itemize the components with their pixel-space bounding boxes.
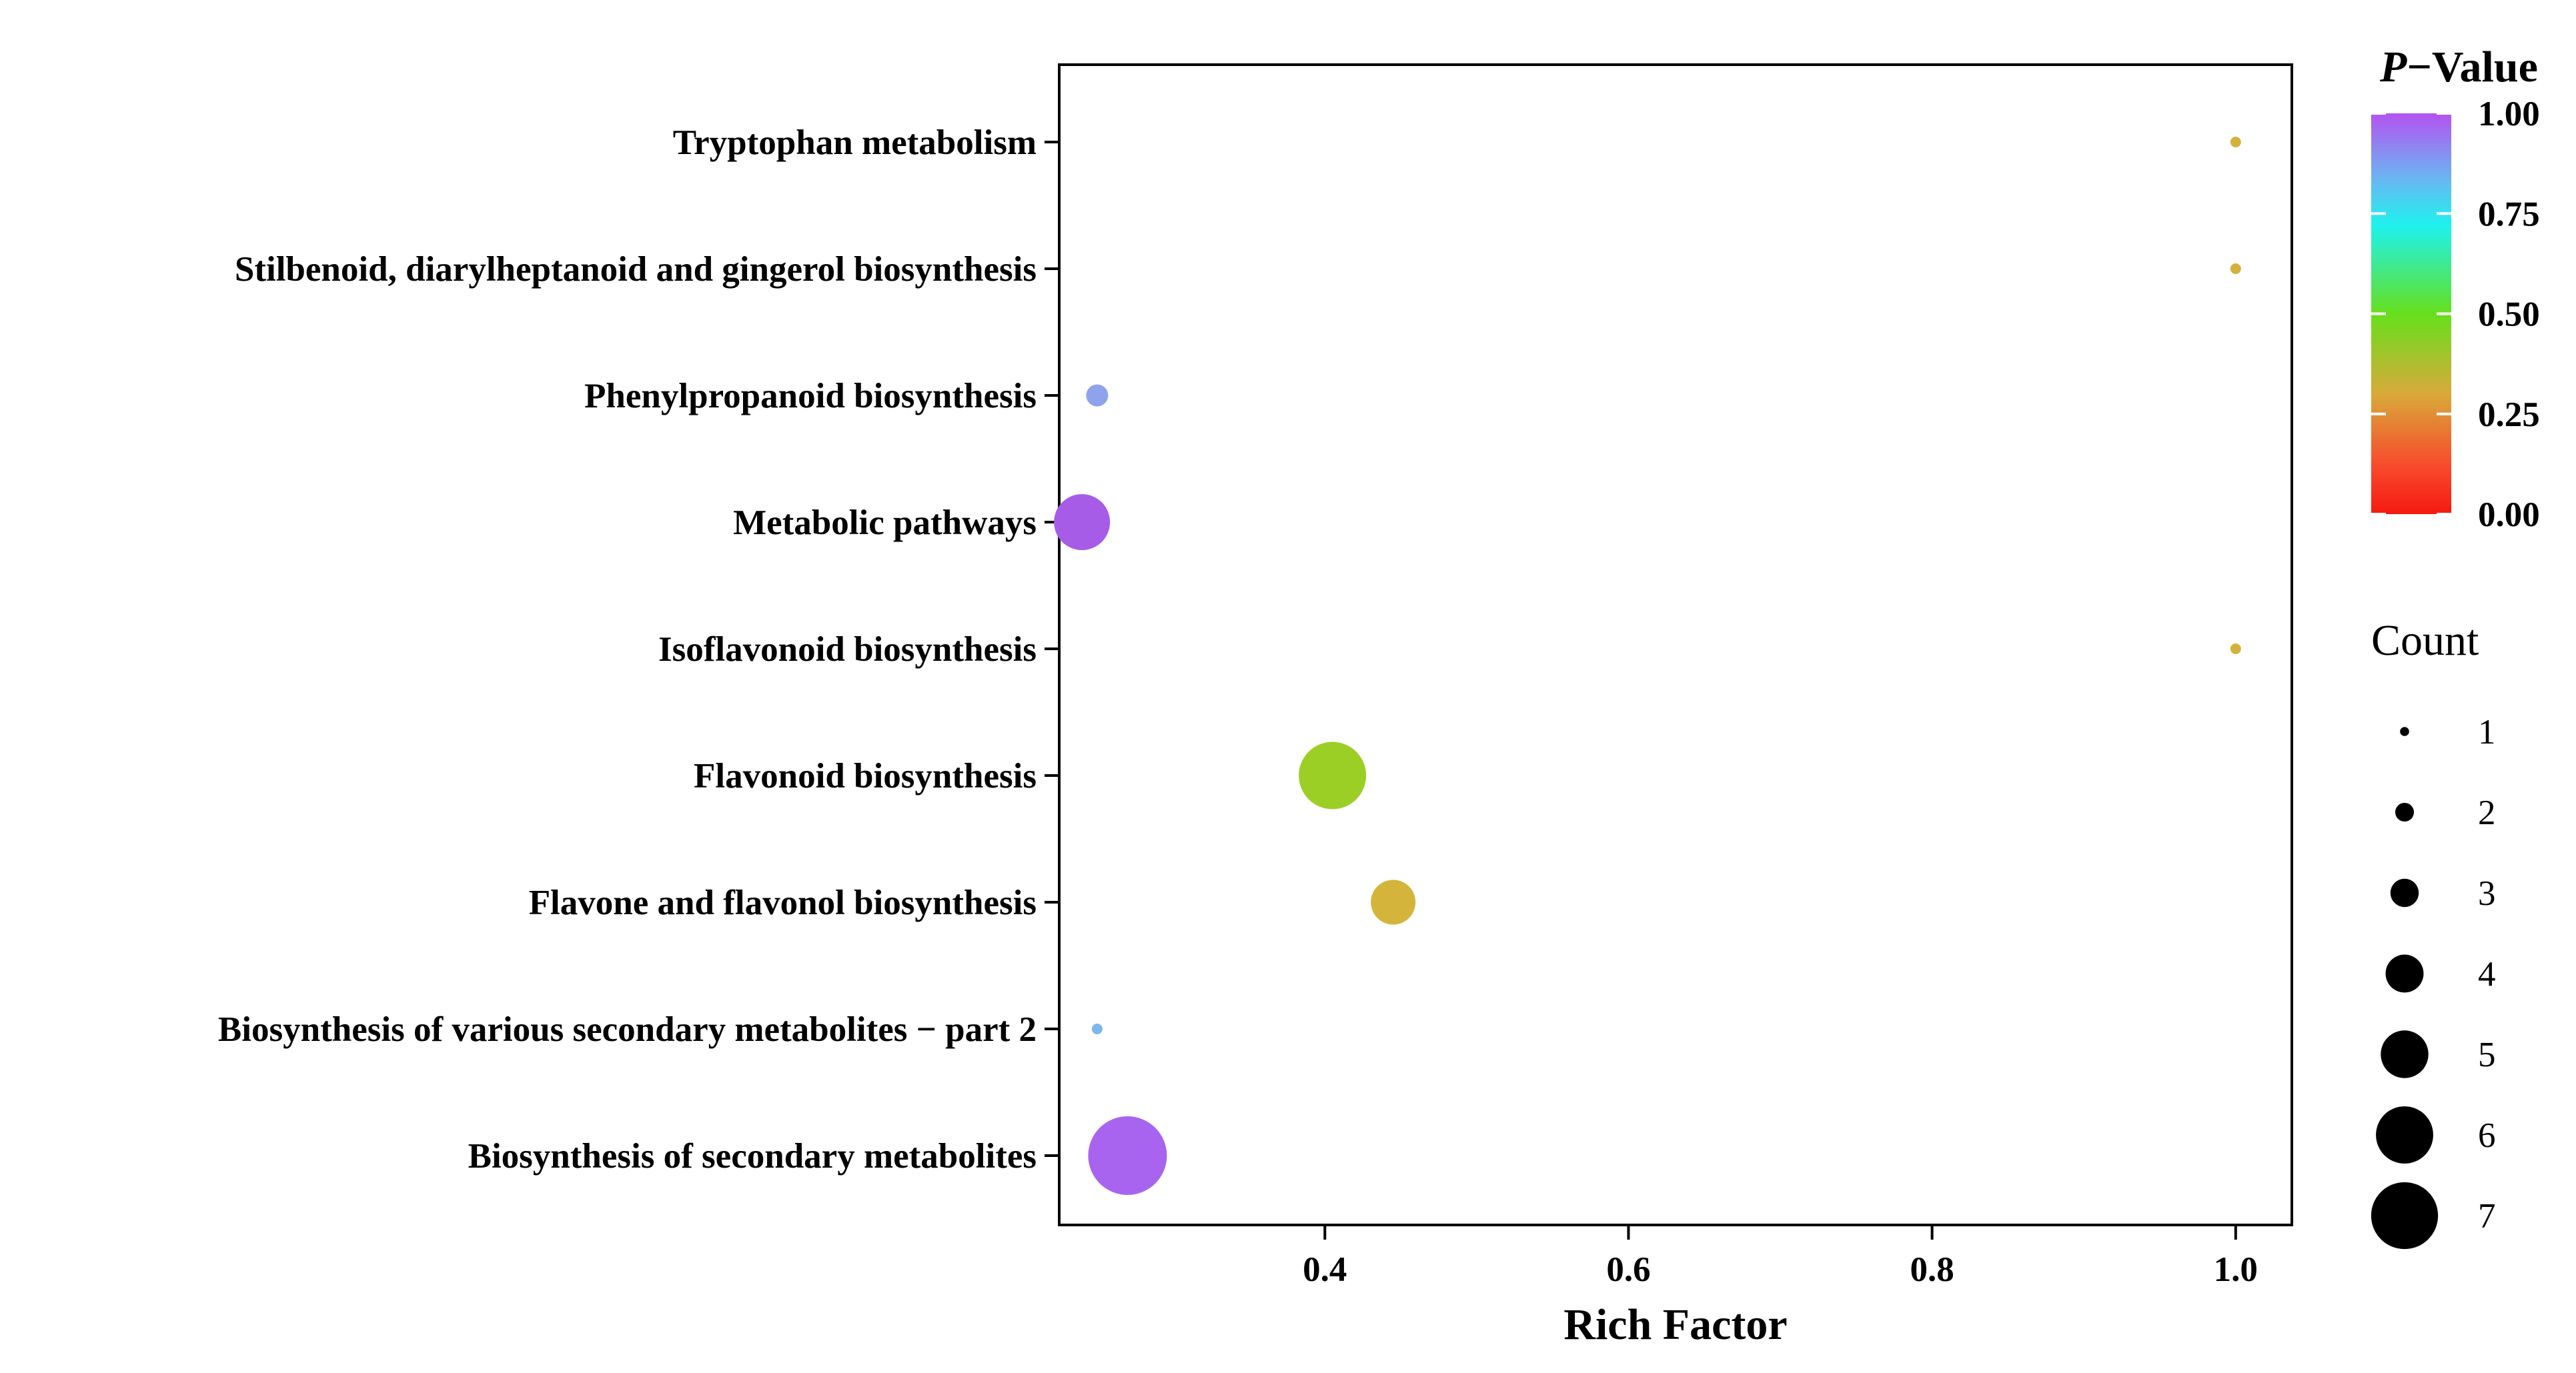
data-point — [1091, 1024, 1103, 1034]
x-tick-label: 1.0 — [2214, 1250, 2258, 1289]
y-tick-label: Tryptophan metabolism — [673, 123, 1037, 162]
x-tick-label: 0.4 — [1303, 1250, 1347, 1289]
data-point — [1088, 1116, 1167, 1195]
x-axis-title: Rich Factor — [1563, 1300, 1787, 1349]
y-tick-label: Biosynthesis of secondary metabolites — [468, 1137, 1037, 1176]
y-tick-label: Biosynthesis of various secondary metabo… — [218, 1010, 1037, 1049]
count-legend-dot — [2390, 878, 2419, 908]
p-value-title-rest: −Value — [2407, 43, 2538, 91]
y-tick-label: Metabolic pathways — [733, 503, 1037, 542]
colorbar-tick-label: 0.00 — [2478, 495, 2540, 534]
count-legend-title: Count — [2371, 616, 2479, 665]
p-value-title-italic: P — [2379, 43, 2407, 91]
plot-panel — [1058, 63, 2293, 1226]
count-legend: Count 1 2 3 4 5 6 7 — [2371, 616, 2496, 1250]
colorbar-tick-label: 1.00 — [2478, 95, 2540, 133]
p-value-legend-title: P−Value — [2379, 43, 2538, 91]
count-legend-label: 1 — [2478, 713, 2496, 752]
data-point — [2230, 263, 2241, 274]
count-legend-dot — [2371, 1182, 2439, 1250]
count-legend-dot — [2395, 802, 2415, 822]
count-legend-label: 6 — [2478, 1116, 2496, 1155]
x-axis: 0.4 0.6 0.8 1.0 — [1303, 1225, 2258, 1289]
count-legend-dot — [2376, 1106, 2433, 1164]
count-legend-label: 3 — [2478, 874, 2496, 913]
y-tick-label: Isoflavonoid biosynthesis — [658, 630, 1037, 669]
y-tick-label: Stilbenoid, diarylheptanoid and gingerol… — [235, 250, 1037, 289]
y-tick-label: Flavonoid biosynthesis — [694, 757, 1037, 796]
data-point — [2230, 643, 2241, 654]
colorbar-tick-label: 0.25 — [2478, 395, 2540, 434]
x-tick-label: 0.6 — [1606, 1250, 1650, 1289]
x-tick-label: 0.8 — [1910, 1250, 1954, 1289]
y-tick-label: Phenylpropanoid biosynthesis — [584, 377, 1037, 415]
count-legend-dot — [2385, 954, 2424, 993]
data-point — [2230, 137, 2241, 147]
data-point — [1054, 494, 1111, 550]
data-point — [1086, 384, 1109, 407]
count-legend-dot — [2381, 1030, 2429, 1078]
count-legend-label: 2 — [2478, 794, 2496, 832]
count-legend-dot — [2400, 727, 2409, 736]
colorbar-tick-label: 0.75 — [2478, 195, 2540, 233]
colorbar-tick-label: 0.50 — [2478, 295, 2540, 334]
data-point — [1371, 880, 1416, 925]
y-tick-label: Flavone and flavonol biosynthesis — [529, 884, 1037, 922]
data-point — [1299, 742, 1367, 810]
data-points — [1054, 137, 2241, 1195]
count-legend-label: 7 — [2478, 1197, 2496, 1236]
count-legend-label: 5 — [2478, 1036, 2496, 1074]
y-axis: Tryptophan metabolism Stilbenoid, diarylh… — [218, 123, 1059, 1176]
p-value-legend: P−Value 1.00 0.75 0.50 0.25 0.00 — [2371, 43, 2540, 534]
count-legend-label: 4 — [2478, 955, 2496, 994]
